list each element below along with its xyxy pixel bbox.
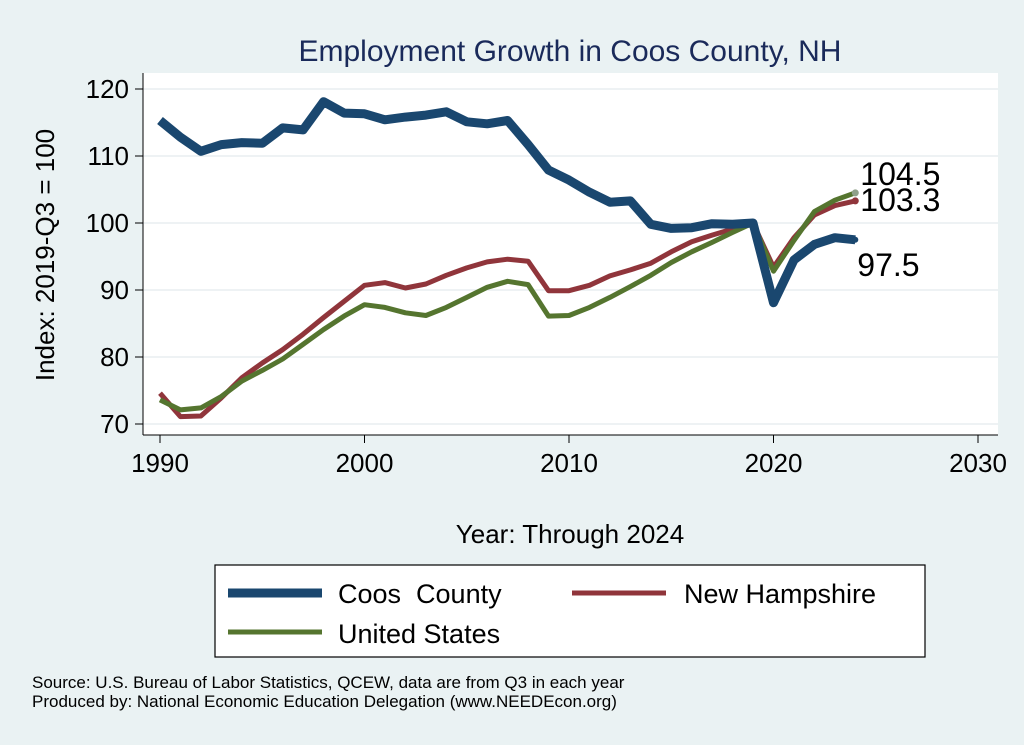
united-states-line [158, 190, 857, 413]
producer-note: Produced by: National Economic Education… [32, 692, 617, 711]
legend-label-coos: Coos County [338, 579, 502, 609]
x-axis-label: Year: Through 2024 [456, 519, 684, 549]
y-tick-label: 100 [86, 208, 129, 238]
x-tick-label: 2010 [540, 448, 598, 478]
coos-county-end-label: 97.5 [857, 247, 919, 283]
united-states-end-point [851, 189, 859, 197]
new-hampshire-end-point [851, 197, 859, 205]
legend-label-nh: New Hampshire [684, 579, 876, 609]
y-tick-label: 70 [100, 409, 129, 439]
x-tick-label: 1990 [131, 448, 189, 478]
plot-area [143, 73, 998, 435]
legend-box [214, 564, 926, 658]
x-tick-label: 2030 [949, 448, 1007, 478]
chart-title: Employment Growth in Coos County, NH [299, 35, 842, 68]
y-tick-label: 90 [100, 275, 129, 305]
united-states-end-label: 104.5 [860, 156, 940, 192]
x-tick-label: 2020 [745, 448, 803, 478]
x-axis-ticks: 1990 2000 2010 2020 2030 [131, 435, 1007, 478]
series-lines [157, 97, 859, 420]
y-tick-label: 80 [100, 342, 129, 372]
y-tick-label: 110 [88, 141, 129, 171]
y-axis-label: Index: 2019-Q3 = 100 [30, 129, 60, 381]
y-tick-label: 120 [86, 74, 129, 104]
source-note: Source: U.S. Bureau of Labor Statistics,… [32, 673, 625, 692]
new-hampshire-end-label: 103.3 [860, 182, 940, 218]
y-axis-ticks: 70 80 90 100 110 120 [86, 74, 143, 439]
legend-label-us: United States [338, 619, 500, 649]
legend: Coos County New Hampshire United States [214, 564, 926, 658]
coos-county-end-point [852, 236, 859, 243]
coos-county-line [157, 97, 856, 308]
x-tick-label: 2000 [336, 448, 394, 478]
